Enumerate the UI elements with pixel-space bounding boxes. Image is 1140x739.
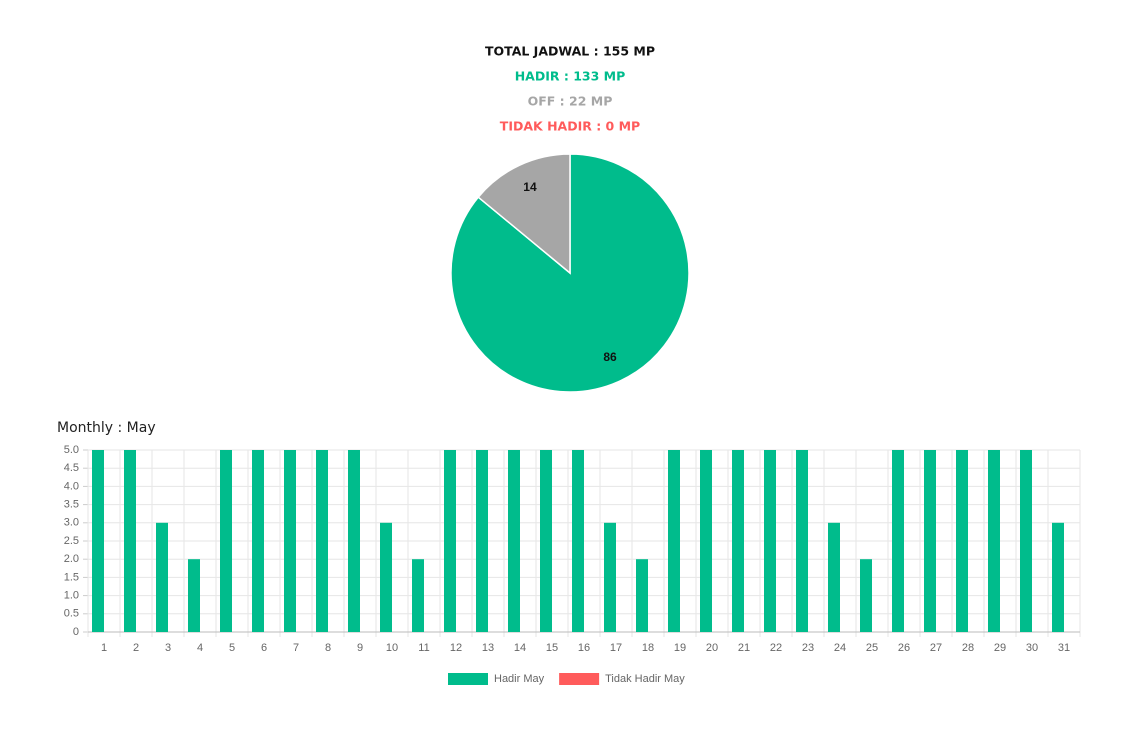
x-tick-label: 26 — [898, 642, 910, 654]
x-tick-label: 18 — [642, 642, 654, 654]
bar — [1052, 522, 1064, 632]
legend-swatch — [448, 673, 488, 685]
y-tick-label: 1.0 — [64, 590, 79, 602]
x-tick-label: 17 — [610, 642, 622, 654]
bar — [220, 450, 232, 632]
x-tick-label: 23 — [802, 642, 814, 654]
x-tick-label: 10 — [386, 642, 398, 654]
x-tick-label: 12 — [450, 642, 462, 654]
y-tick-label: 2.0 — [64, 553, 79, 565]
x-tick-label: 30 — [1026, 642, 1038, 654]
bar — [124, 450, 136, 632]
bar — [956, 450, 968, 632]
slice-label: 86 — [603, 350, 617, 364]
bar — [284, 450, 296, 632]
bar — [1020, 450, 1032, 632]
bar — [380, 522, 392, 632]
x-tick-label: 14 — [514, 642, 526, 654]
bar — [700, 450, 712, 632]
bar — [348, 450, 360, 632]
x-tick-label: 21 — [738, 642, 750, 654]
pie-slice — [477, 153, 571, 275]
bar — [668, 450, 680, 632]
slice-label: 14 — [523, 180, 537, 194]
bar — [188, 559, 200, 632]
summary-line: OFF : 22 MP — [528, 94, 613, 109]
y-tick-label: 4.5 — [64, 462, 79, 474]
y-tick-label: 4.0 — [64, 480, 79, 492]
x-tick-label: 22 — [770, 642, 782, 654]
bar — [476, 450, 488, 632]
bar — [540, 450, 552, 632]
x-tick-label: 16 — [578, 642, 590, 654]
y-tick-label: 2.5 — [64, 535, 79, 547]
x-tick-label: 28 — [962, 642, 974, 654]
x-tick-label: 15 — [546, 642, 558, 654]
x-tick-label: 31 — [1058, 642, 1070, 654]
x-tick-label: 6 — [261, 642, 267, 654]
x-tick-label: 8 — [325, 642, 331, 654]
x-tick-label: 2 — [133, 642, 139, 654]
y-tick-label: 3.0 — [64, 517, 79, 529]
bar — [92, 450, 104, 632]
bar — [828, 522, 840, 632]
bar — [764, 450, 776, 632]
bar — [892, 450, 904, 632]
y-tick-label: 0 — [73, 626, 79, 638]
summary-line: TOTAL JADWAL : 155 MP — [485, 44, 655, 59]
bar — [636, 559, 648, 632]
x-tick-label: 5 — [229, 642, 235, 654]
x-tick-label: 24 — [834, 642, 846, 654]
y-tick-label: 1.5 — [64, 571, 79, 583]
x-tick-label: 19 — [674, 642, 686, 654]
x-tick-label: 9 — [357, 642, 363, 654]
bar — [252, 450, 264, 632]
y-tick-label: 5.0 — [64, 444, 79, 456]
chart-title: Monthly : May — [57, 420, 156, 436]
legend-label: Tidak Hadir May — [605, 673, 685, 685]
x-tick-label: 7 — [293, 642, 299, 654]
summary-line: TIDAK HADIR : 0 MP — [500, 119, 640, 134]
x-tick-label: 4 — [197, 642, 203, 654]
bar — [796, 450, 808, 632]
x-tick-label: 27 — [930, 642, 942, 654]
bar — [444, 450, 456, 632]
x-tick-label: 1 — [101, 642, 107, 654]
bar — [988, 450, 1000, 632]
x-tick-label: 25 — [866, 642, 878, 654]
bar — [316, 450, 328, 632]
x-tick-label: 20 — [706, 642, 718, 654]
bar — [732, 450, 744, 632]
legend-label: Hadir May — [494, 673, 545, 685]
bar — [156, 522, 168, 632]
x-tick-label: 11 — [418, 642, 429, 654]
summary-line: HADIR : 133 MP — [515, 69, 626, 84]
bar — [508, 450, 520, 632]
x-tick-label: 29 — [994, 642, 1006, 654]
bar — [924, 450, 936, 632]
y-tick-label: 0.5 — [64, 608, 79, 620]
legend-swatch — [559, 673, 600, 685]
bar — [572, 450, 584, 632]
y-tick-label: 3.5 — [64, 499, 79, 511]
bar — [604, 522, 616, 632]
x-tick-label: 13 — [482, 642, 494, 654]
bar — [860, 559, 872, 632]
bar — [412, 559, 424, 632]
x-tick-label: 3 — [165, 642, 171, 654]
